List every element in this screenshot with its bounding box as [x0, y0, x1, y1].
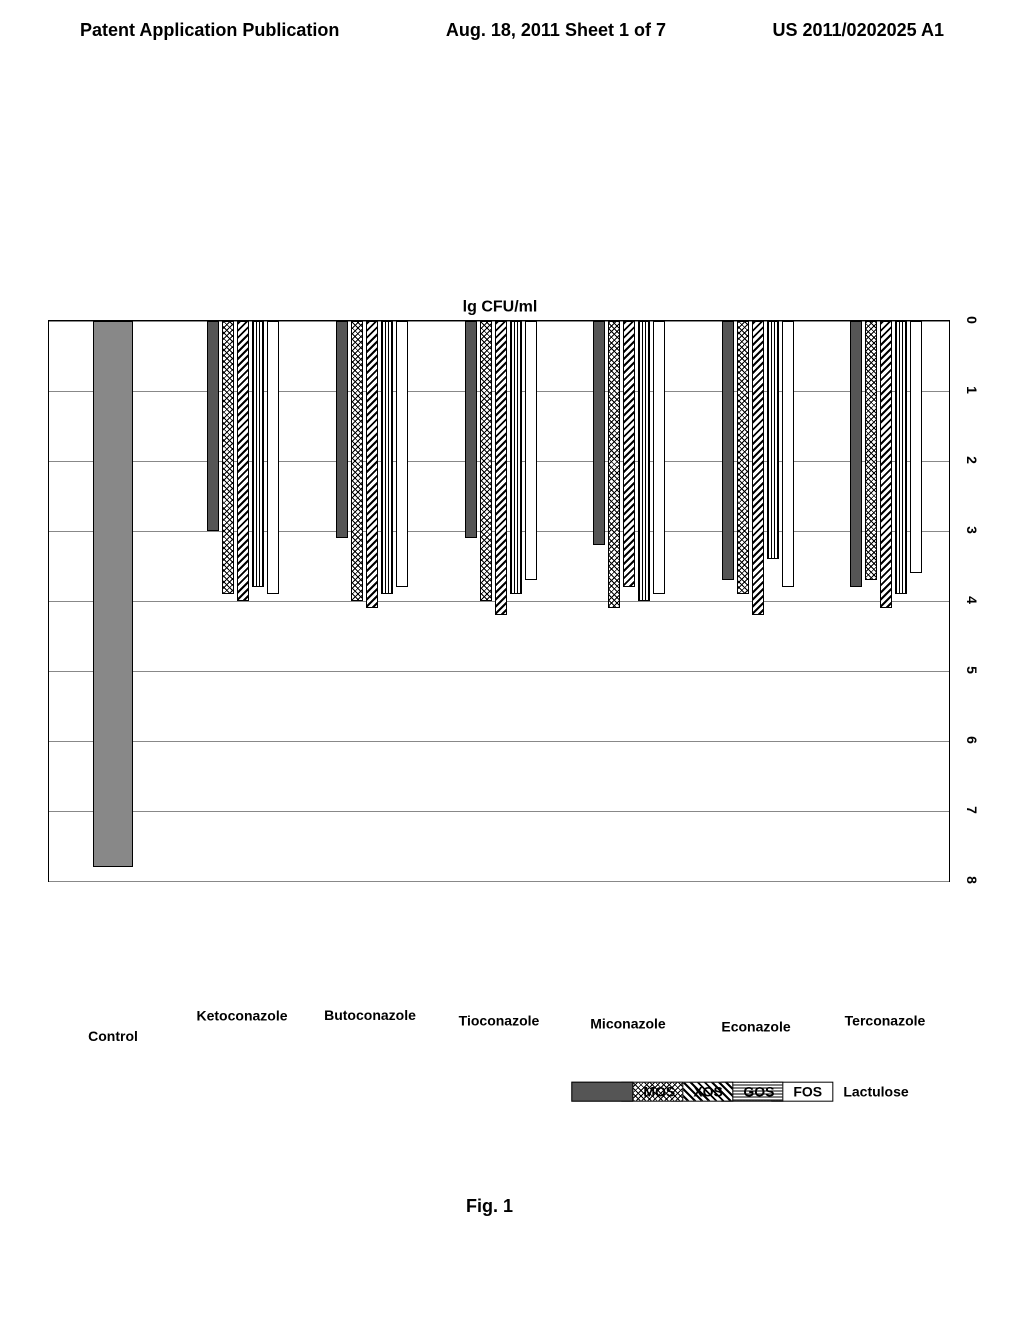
- chart-group: Miconazole: [571, 321, 684, 881]
- chart-bar: [495, 321, 507, 615]
- x-tick-label: 3: [964, 526, 980, 534]
- legend-swatch: [571, 1081, 633, 1101]
- chart-bar: [722, 321, 734, 580]
- header-right: US 2011/0202025 A1: [773, 20, 944, 41]
- chart-bar: [480, 321, 492, 601]
- chart-bar: [608, 321, 620, 608]
- chart-bar: [366, 321, 378, 608]
- x-tick-label: 7: [964, 806, 980, 814]
- chart-bar: [351, 321, 363, 601]
- chart-bar: [653, 321, 665, 594]
- header-center: Aug. 18, 2011 Sheet 1 of 7: [446, 20, 666, 41]
- legend-item: MOS: [571, 1081, 708, 1101]
- chart-container: lg CFU/ml TerconazoleEconazoleMiconazole…: [50, 320, 950, 880]
- chart-group: Tioconazole: [443, 321, 556, 881]
- gridline: [49, 881, 949, 882]
- chart-bar: [207, 321, 219, 531]
- chart-bar: [396, 321, 408, 587]
- chart-bar: [737, 321, 749, 594]
- chart-group: Control: [57, 321, 170, 881]
- chart-bar: [910, 321, 922, 573]
- chart-bar: [252, 321, 264, 587]
- chart-bar: [336, 321, 348, 538]
- chart-bar: [465, 321, 477, 538]
- chart-bar: [638, 321, 650, 601]
- legend: LactuloseFOSGOSXOSMOS: [630, 1023, 850, 1160]
- group-label: Butoconazole: [325, 1007, 417, 1023]
- chart-bar: [237, 321, 249, 601]
- group-label: Tioconazole: [459, 1013, 540, 1029]
- group-label: Ketoconazole: [196, 1007, 287, 1023]
- chart-group: Terconazole: [828, 321, 941, 881]
- legend-label: MOS: [643, 1083, 675, 1099]
- chart-bar: [752, 321, 764, 615]
- chart-bar: [895, 321, 907, 594]
- chart-bar: [93, 321, 133, 867]
- x-tick-label: 1: [964, 386, 980, 394]
- chart-bar: [782, 321, 794, 587]
- chart-bar: [767, 321, 779, 559]
- x-tick-label: 4: [964, 596, 980, 604]
- group-label: Terconazole: [844, 1013, 925, 1029]
- x-tick-label: 0: [964, 316, 980, 324]
- chart-bar: [381, 321, 393, 594]
- chart-group: Butoconazole: [314, 321, 427, 881]
- chart-group: Econazole: [700, 321, 813, 881]
- figure-label: Fig. 1: [466, 1196, 513, 1217]
- chart-bar: [510, 321, 522, 594]
- chart-bar: [850, 321, 862, 587]
- header-left: Patent Application Publication: [80, 20, 339, 41]
- chart-bar: [865, 321, 877, 580]
- chart-group: Ketoconazole: [186, 321, 299, 881]
- chart-bar: [880, 321, 892, 608]
- chart-bar: [222, 321, 234, 594]
- chart-bar: [525, 321, 537, 580]
- x-tick-label: 2: [964, 456, 980, 464]
- chart-area: TerconazoleEconazoleMiconazoleTioconazol…: [48, 320, 950, 882]
- page-header: Patent Application Publication Aug. 18, …: [0, 0, 1024, 51]
- x-tick-label: 5: [964, 666, 980, 674]
- x-tick-label: 8: [964, 876, 980, 884]
- chart-bar: [623, 321, 635, 587]
- x-tick-label: 6: [964, 736, 980, 744]
- chart-bar: [267, 321, 279, 594]
- y-axis-label: lg CFU/ml: [463, 298, 538, 316]
- group-label: Control: [88, 1028, 138, 1044]
- chart-bar: [593, 321, 605, 545]
